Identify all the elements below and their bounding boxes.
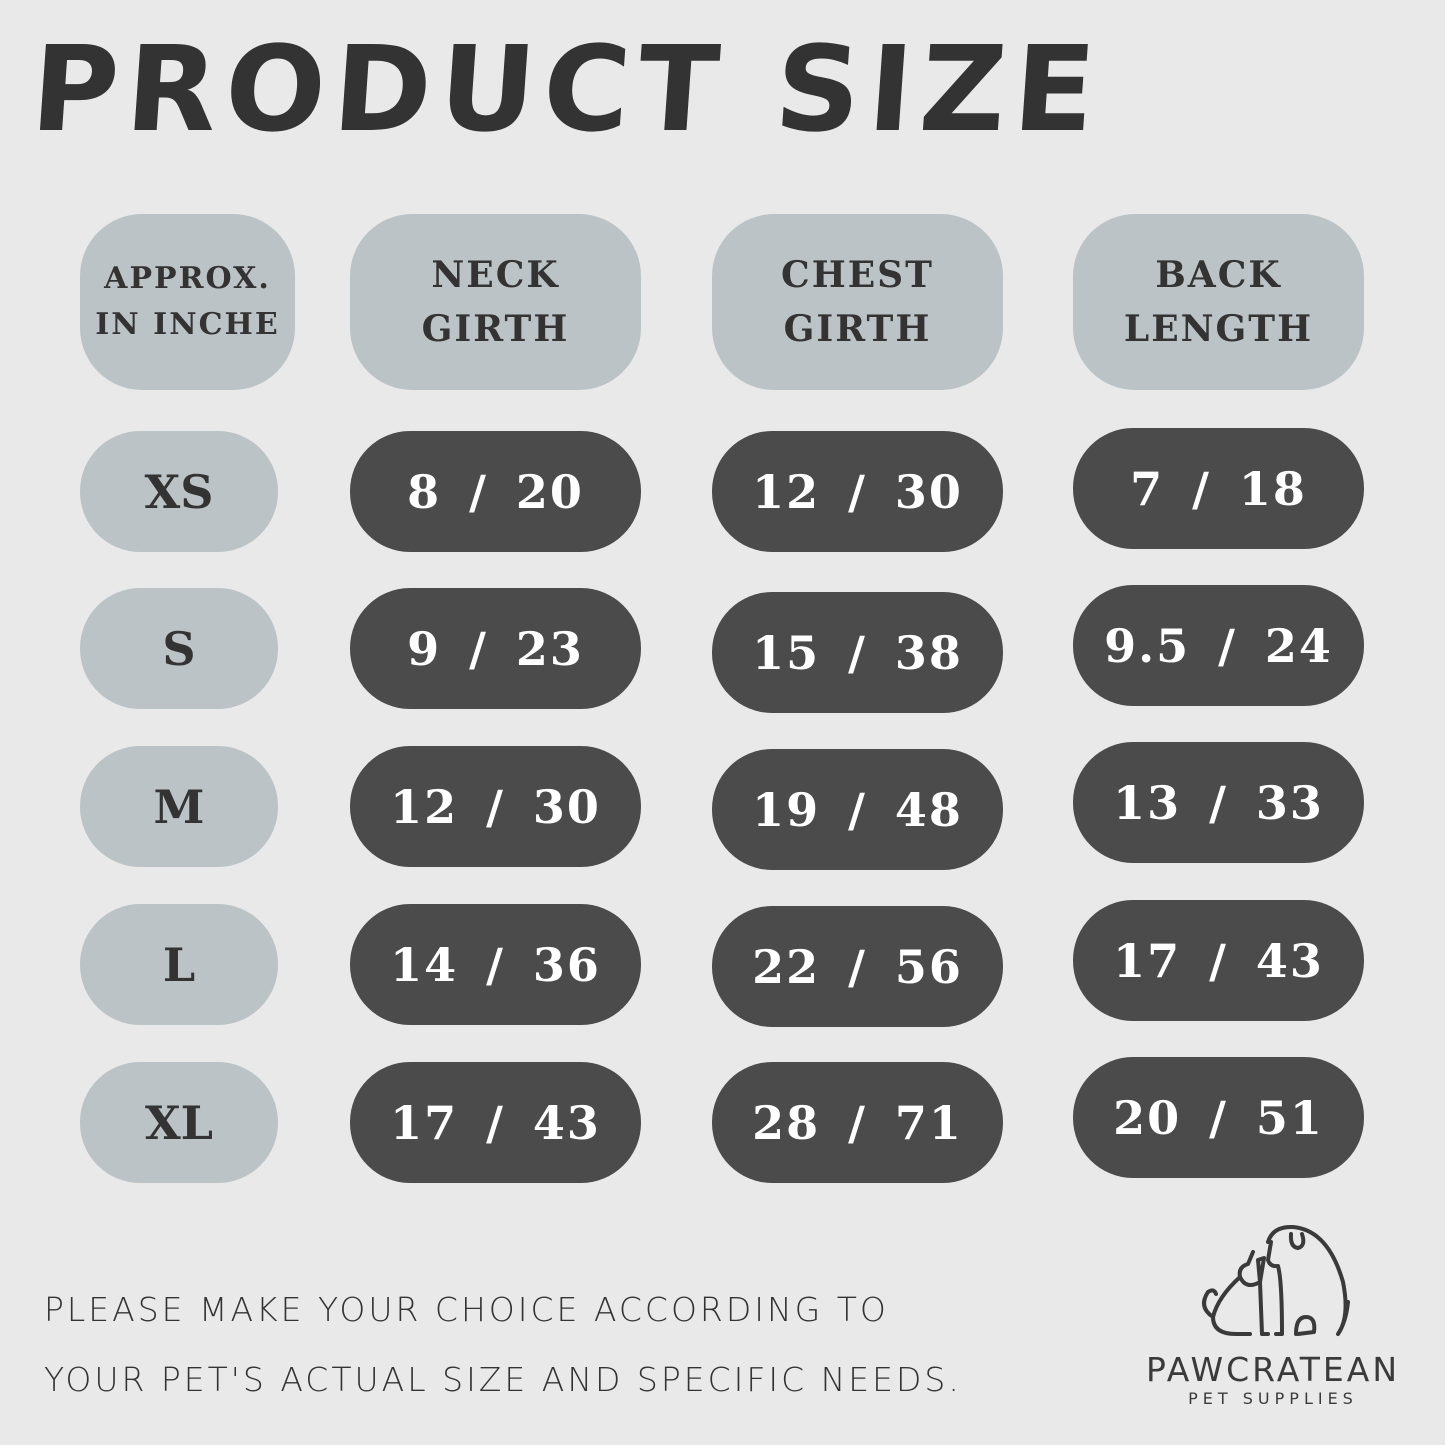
note-line-1: PLEASE MAKE YOUR CHOICE ACCORDING TO bbox=[44, 1290, 889, 1329]
neck-value: 9 / 23 bbox=[350, 588, 641, 709]
neck-value: 17 / 43 bbox=[350, 1062, 641, 1183]
header-back-length: BACK LENGTH bbox=[1073, 214, 1364, 390]
size-label: XL bbox=[80, 1062, 278, 1183]
chest-value: 15 / 38 bbox=[712, 592, 1003, 713]
header-size-unit: APPROX. IN INCHE bbox=[80, 214, 295, 390]
back-value: 7 / 18 bbox=[1073, 428, 1364, 549]
size-label: XS bbox=[80, 431, 278, 552]
chest-value: 22 / 56 bbox=[712, 906, 1003, 1027]
brand-tagline: PET SUPPLIES bbox=[1188, 1389, 1358, 1408]
chest-value: 12 / 30 bbox=[712, 431, 1003, 552]
back-value: 13 / 33 bbox=[1073, 742, 1364, 863]
header-neck-girth: NECK GIRTH bbox=[350, 214, 641, 390]
neck-value: 12 / 30 bbox=[350, 746, 641, 867]
note-line-2: YOUR PET'S ACTUAL SIZE AND SPECIFIC NEED… bbox=[44, 1360, 962, 1399]
chest-value: 19 / 48 bbox=[712, 749, 1003, 870]
back-value: 20 / 51 bbox=[1073, 1057, 1364, 1178]
neck-value: 14 / 36 bbox=[350, 904, 641, 1025]
size-label: S bbox=[80, 588, 278, 709]
dog-and-cat-line-icon bbox=[1202, 1224, 1350, 1336]
back-value: 9.5 / 24 bbox=[1073, 585, 1364, 706]
size-label: M bbox=[80, 746, 278, 867]
header-chest-girth: CHEST GIRTH bbox=[712, 214, 1003, 390]
brand-name: PAWCRATEAN bbox=[1145, 1350, 1401, 1389]
neck-value: 8 / 20 bbox=[350, 431, 641, 552]
back-value: 17 / 43 bbox=[1073, 900, 1364, 1021]
chest-value: 28 / 71 bbox=[712, 1062, 1003, 1183]
brand-logo: PAWCRATEAN PET SUPPLIES bbox=[1128, 1222, 1418, 1408]
page-title: PRODUCT SIZE bbox=[27, 20, 1108, 158]
size-label: L bbox=[80, 904, 278, 1025]
